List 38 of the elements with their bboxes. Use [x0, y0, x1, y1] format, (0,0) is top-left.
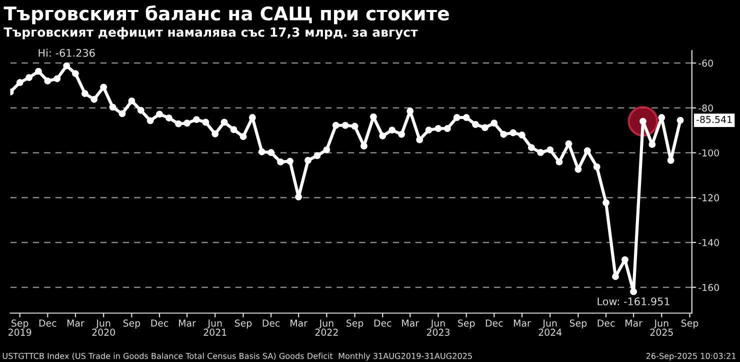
x-tick-label: Sep	[681, 320, 698, 329]
x-tick-label: Jun 2020	[92, 320, 115, 336]
x-tick-label: Dec	[598, 320, 615, 327]
x-tick-label: Dec	[486, 320, 503, 327]
x-tick-label: Sep	[346, 320, 364, 329]
x-tick-label: Jun 2021	[204, 320, 226, 336]
x-tick-label: Dec	[39, 320, 56, 327]
x-tick-label: Mar	[290, 320, 308, 327]
x-tick-label: Mar	[626, 320, 642, 327]
x-tick-label: Mar	[402, 320, 420, 327]
x-tick-label: Jun 2022	[315, 320, 338, 336]
x-tick-label: Dec	[262, 320, 280, 327]
x-tick-label: Sep	[570, 320, 587, 329]
x-tick-label: Sep	[458, 320, 475, 329]
x-tick-label: Dec	[151, 320, 168, 327]
y-tick-label: -120	[698, 194, 719, 202]
annotation: Hi: -61.236	[38, 48, 95, 57]
x-tick-label: Mar	[514, 320, 531, 327]
annotation: -85.541	[696, 116, 732, 124]
x-tick-label: Jun 2025	[650, 320, 673, 336]
text: 26-Sep-2025 10:03:21	[646, 352, 736, 361]
y-tick-label: -80	[698, 104, 713, 112]
chart-subtitle: Търговският дефицит намалява със 17,3 млрд. за август	[4, 27, 418, 40]
x-tick-label: Sep 2019	[8, 320, 32, 336]
x-tick-label: Jun 2024	[538, 320, 562, 336]
annotation: Low: -161.951	[598, 297, 670, 306]
y-tick-label: -100	[698, 149, 719, 156]
x-tick-label: Sep	[234, 320, 252, 329]
x-tick-label: Sep	[123, 320, 140, 329]
y-tick-label: -160	[698, 284, 719, 292]
text: USTGTTCB Index (US Trade in Goods Balance Total Census Basis SA) Goods Deficit Monthly 31AUG2019-31AUG2025	[2, 352, 472, 361]
y-tick-label: -140	[698, 239, 719, 246]
y-tick-label: -60	[698, 60, 713, 67]
chart-title: Търговският баланс на САЩ при стоките	[4, 5, 449, 24]
x-tick-label: Mar	[179, 320, 196, 327]
x-tick-label: Jun 2023	[426, 320, 450, 336]
x-tick-label: Mar	[67, 320, 84, 327]
x-tick-label: Dec	[374, 320, 392, 327]
